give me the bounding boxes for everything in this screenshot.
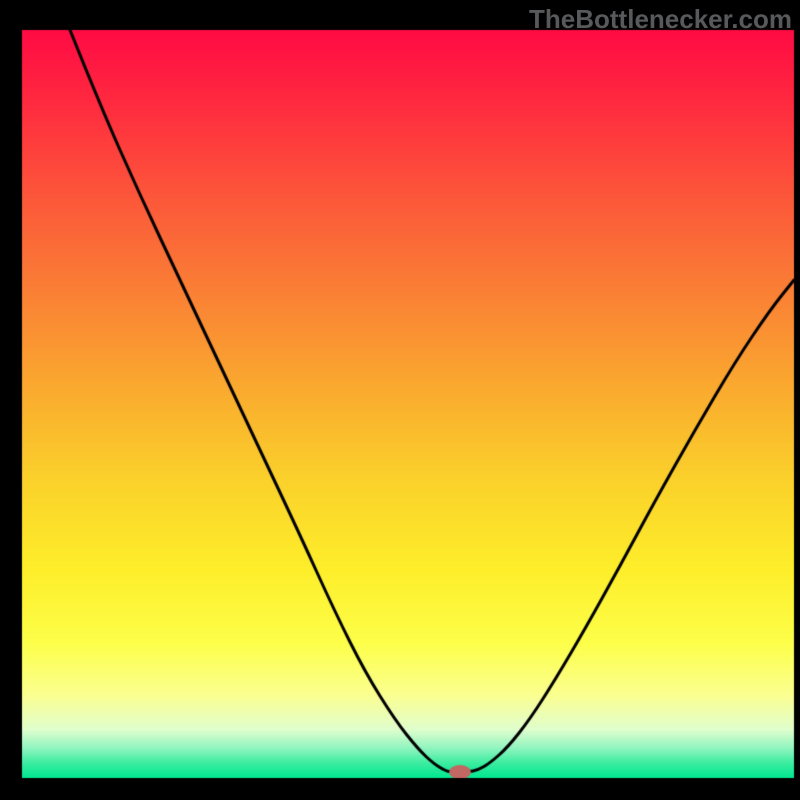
watermark-text: TheBottlenecker.com (529, 4, 792, 35)
chart-container: TheBottlenecker.com (0, 0, 800, 800)
bottleneck-chart (0, 0, 800, 800)
